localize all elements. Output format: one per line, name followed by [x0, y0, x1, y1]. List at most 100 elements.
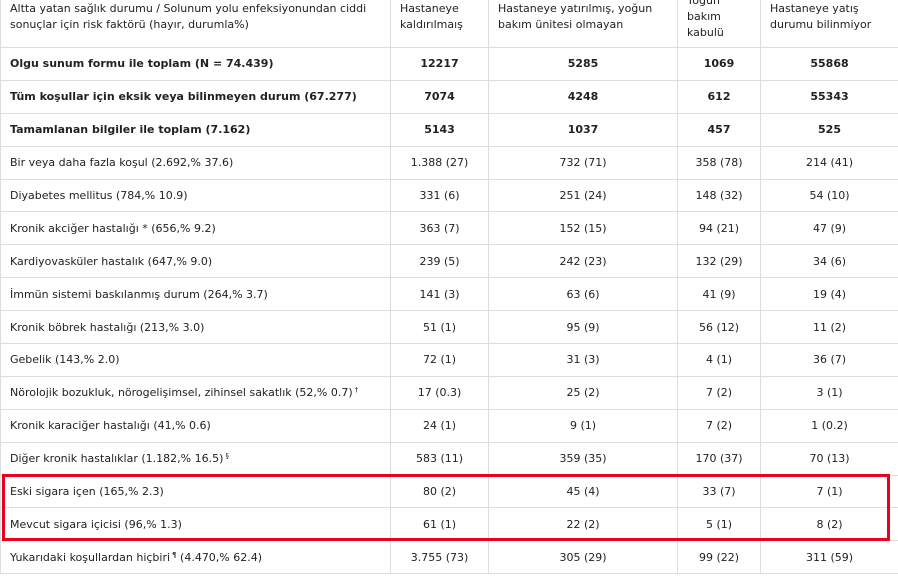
table-cell: 36 (7): [760, 343, 898, 377]
row-label-text: Diyabetes mellitus (784,% 10.9): [10, 189, 188, 202]
table-cell: 5 (1): [677, 507, 761, 542]
table-cell: 55868: [760, 47, 898, 81]
row-label-text: Nörolojik bozukluk, nörogelişimsel, zihi…: [10, 386, 353, 400]
table-cell: 99 (22): [677, 540, 761, 575]
table-row: Diyabetes mellitus (784,% 10.9) 331 (6) 25…: [0, 178, 898, 213]
table-cell: 4248: [488, 79, 678, 114]
table-row: Mevcut sigara içicisi (96,% 1.3) 61 (1) 22…: [0, 507, 898, 542]
row-label: Gebelik (143,% 2.0): [0, 343, 391, 377]
table-cell: 11 (2): [760, 310, 898, 345]
table-cell: 152 (15): [488, 211, 678, 246]
table-cell: 1.388 (27): [390, 145, 489, 180]
table-cell: 148 (32): [677, 178, 761, 213]
table-cell: 214 (41): [760, 145, 898, 180]
table-cell: 70 (13): [760, 441, 898, 476]
table-cell: 5285: [488, 47, 678, 81]
table-row: Diğer kronik hastalıklar (1.182,% 16.5) §…: [0, 441, 898, 476]
table-cell: 732 (71): [488, 145, 678, 180]
row-label: Kardiyovasküler hastalık (647,% 9.0): [0, 244, 391, 279]
table-row: İmmün sistemi baskılanmış durum (264,% 3…: [0, 277, 898, 312]
table-cell: 1 (0.2): [760, 408, 898, 443]
table-row: Gebelik (143,% 2.0) 72 (1) 31 (3) 4 (1) 36 (…: [0, 343, 898, 377]
header-unknown: Hastaneye yatış durumu bilinmiyor: [760, 0, 898, 48]
table-row: Tüm koşullar için eksik veya bilinmeyen …: [0, 79, 898, 114]
table-row: Tamamlanan bilgiler ile toplam (7.162) 51…: [0, 112, 898, 147]
row-label: Nörolojik bozukluk, nörogelişimsel, zihi…: [0, 375, 391, 410]
row-label-text: Mevcut sigara içicisi (96,% 1.3): [10, 517, 182, 531]
table-cell: 94 (21): [677, 211, 761, 246]
table-row: Eski sigara içen (165,% 2.3) 80 (2) 45 (4)…: [0, 474, 898, 509]
table-cell: 7 (2): [677, 408, 761, 443]
table-cell: 311 (59): [760, 540, 898, 575]
table-cell: 61 (1): [390, 507, 489, 542]
table-cell: 305 (29): [488, 540, 678, 575]
row-label: Diyabetes mellitus (784,% 10.9): [0, 178, 391, 213]
row-label-text: Kronik böbrek hastalığı (213,% 3.0): [10, 320, 205, 334]
table-cell: 7 (2): [677, 375, 761, 410]
table-cell: 170 (37): [677, 441, 761, 476]
row-label-text: Olgu sunum formu ile toplam (N = 74.439): [10, 57, 274, 71]
table-row: Nörolojik bozukluk, nörogelişimsel, zihi…: [0, 375, 898, 410]
header-icu: Yoğun bakım kabulü: [677, 0, 761, 48]
table-cell: 3.755 (73): [390, 540, 489, 575]
table-cell: 25 (2): [488, 375, 678, 410]
row-label-text: Kronik karaciğer hastalığı (41,% 0.6): [10, 419, 211, 433]
row-label: Eski sigara içen (165,% 2.3): [0, 474, 391, 509]
row-label-text: İmmün sistemi baskılanmış durum (264,% 3…: [10, 287, 268, 301]
table-row: Olgu sunum formu ile toplam (N = 74.439)…: [0, 47, 898, 81]
row-label-text: Kardiyovasküler hastalık (647,% 9.0): [10, 254, 213, 268]
row-label-text: Tamamlanan bilgiler ile toplam (7.162): [10, 123, 251, 137]
row-label-text: Diğer kronik hastalıklar (1.182,% 16.5): [10, 452, 224, 466]
table-cell: 525: [760, 112, 898, 147]
header-hospitalized-no-icu: Hastaneye yatırılmış, yoğun bakım ünites…: [488, 0, 678, 48]
table-cell: 1037: [488, 112, 678, 147]
header-hospitalized: Hastaneye kaldırılmaış: [390, 0, 489, 48]
footnote-mark: †: [354, 386, 359, 395]
table-cell: 41 (9): [677, 277, 761, 312]
table-body: Olgu sunum formu ile toplam (N = 74.439)…: [0, 47, 898, 575]
row-label: Tamamlanan bilgiler ile toplam (7.162): [0, 112, 391, 147]
row-label: Diğer kronik hastalıklar (1.182,% 16.5) §: [0, 441, 391, 476]
table-cell: 17 (0.3): [390, 375, 489, 410]
header-condition: Altta yatan sağlık durumu / Solunum yolu…: [0, 0, 391, 48]
table-row: Bir veya daha fazla koşul (2.692,% 37.6)…: [0, 145, 898, 180]
table-cell: 80 (2): [390, 474, 489, 509]
table-cell: 22 (2): [488, 507, 678, 542]
table-cell: 242 (23): [488, 244, 678, 279]
row-label: Tüm koşullar için eksik veya bilinmeyen …: [0, 79, 391, 114]
row-label: İmmün sistemi baskılanmış durum (264,% 3…: [0, 277, 391, 312]
table-cell: 24 (1): [390, 408, 489, 443]
table-cell: 4 (1): [677, 343, 761, 377]
row-label: Olgu sunum formu ile toplam (N = 74.439): [0, 47, 391, 81]
row-label-text: Bir veya daha fazla koşul (2.692,% 37.6): [10, 156, 234, 170]
table-row: Yukarıdaki koşullardan hiçbiri ¶ (4.470,%…: [0, 540, 898, 575]
table-cell: 31 (3): [488, 343, 678, 377]
table-cell: 457: [677, 112, 761, 147]
table-cell: 55343: [760, 79, 898, 114]
table-cell: 54 (10): [760, 178, 898, 213]
table-cell: 363 (7): [390, 211, 489, 246]
table-cell: 9 (1): [488, 408, 678, 443]
row-label-text: Gebelik (143,% 2.0): [10, 353, 120, 367]
table-row: Kardiyovasküler hastalık (647,% 9.0) 239 …: [0, 244, 898, 279]
footnote-mark: ¶: [172, 550, 177, 559]
table-cell: 5143: [390, 112, 489, 147]
row-label: Kronik böbrek hastalığı (213,% 3.0): [0, 310, 391, 345]
row-label: Bir veya daha fazla koşul (2.692,% 37.6): [0, 145, 391, 180]
row-label: Kronik akciğer hastalığı * (656,% 9.2): [0, 211, 391, 246]
table-cell: 331 (6): [390, 178, 489, 213]
table-cell: 7 (1): [760, 474, 898, 509]
table-cell: 358 (78): [677, 145, 761, 180]
table-cell: 612: [677, 79, 761, 114]
table-cell: 63 (6): [488, 277, 678, 312]
row-label: Kronik karaciğer hastalığı (41,% 0.6): [0, 408, 391, 443]
table-cell: 141 (3): [390, 277, 489, 312]
table-row: Kronik karaciğer hastalığı (41,% 0.6) 24 …: [0, 408, 898, 443]
row-label-text: Eski sigara içen (165,% 2.3): [10, 485, 164, 499]
table-cell: 3 (1): [760, 375, 898, 410]
row-label: Mevcut sigara içicisi (96,% 1.3): [0, 507, 391, 542]
table-cell: 251 (24): [488, 178, 678, 213]
table-cell: 47 (9): [760, 211, 898, 246]
row-label-tail: (4.470,% 62.4): [176, 550, 263, 564]
